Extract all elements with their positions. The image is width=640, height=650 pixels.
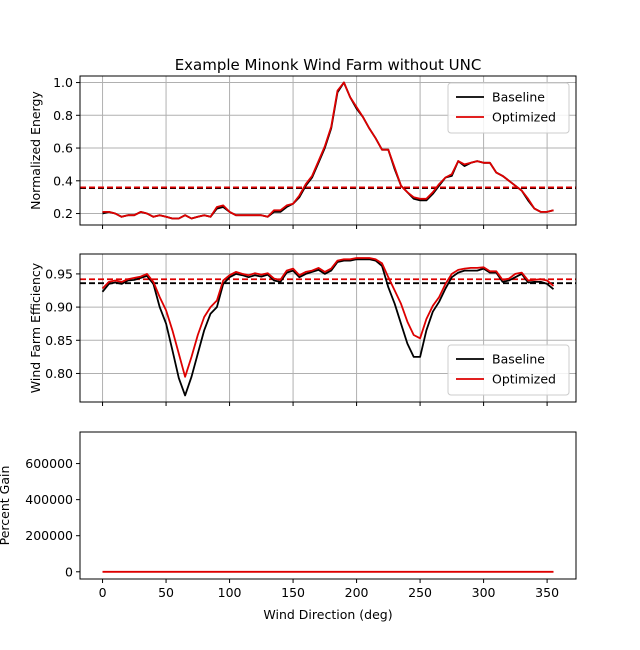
plot-area bbox=[80, 81, 576, 220]
y-tick-label: 0.80 bbox=[45, 366, 73, 381]
y-tick-label: 200000 bbox=[25, 528, 73, 543]
y-tick-label: 0.90 bbox=[45, 300, 73, 315]
y-tick-label: 0.85 bbox=[45, 333, 73, 348]
y-tick-label: 600000 bbox=[25, 456, 73, 471]
legend: Baseline Optimized bbox=[447, 344, 570, 396]
x-tick-label: 300 bbox=[472, 585, 496, 600]
axes-frame bbox=[79, 75, 577, 226]
x-tick-label: 0 bbox=[99, 585, 107, 600]
y-tick-label: 1.0 bbox=[53, 75, 73, 90]
panel-normalized-energy: 0.2 0.4 0.6 0.8 1.0 Normalized Energy Baseline… bbox=[28, 75, 577, 229]
panel-percent-gain: 0 50 100 150 200 250 300 350 0 200000 400000 600000… bbox=[0, 431, 577, 600]
legend-label: Optimized bbox=[492, 110, 556, 125]
chart-title: Example Minonk Wind Farm without UNC bbox=[175, 56, 482, 74]
y-axis-label: Wind Farm Efficiency bbox=[28, 262, 43, 393]
legend: Baseline Optimized bbox=[447, 82, 570, 134]
plot-area bbox=[80, 257, 576, 397]
y-tick-label: 0.4 bbox=[53, 173, 73, 188]
y-axis-label: Percent Gain bbox=[0, 466, 12, 546]
y-tick-label: 0 bbox=[65, 564, 73, 579]
x-tick-label: 250 bbox=[408, 585, 432, 600]
legend-box bbox=[447, 344, 570, 396]
series-line-baseline bbox=[101, 258, 555, 397]
y-tick-label: 0.6 bbox=[53, 141, 73, 156]
legend-label: Baseline bbox=[492, 352, 545, 367]
y-tick-label: 0.2 bbox=[53, 206, 73, 221]
x-axis-label: Wind Direction (deg) bbox=[263, 607, 392, 622]
y-tick-label: 400000 bbox=[25, 492, 73, 507]
x-tick-label: 50 bbox=[158, 585, 174, 600]
x-tick-label: 150 bbox=[281, 585, 305, 600]
legend-label: Baseline bbox=[492, 90, 545, 105]
x-tick-label: 350 bbox=[535, 585, 559, 600]
y-tick-label: 0.95 bbox=[45, 266, 73, 281]
x-tick-label: 100 bbox=[218, 585, 242, 600]
series-line-optimized bbox=[102, 81, 554, 220]
axes-frame bbox=[79, 253, 577, 403]
axes-frame bbox=[79, 431, 577, 580]
x-tick-label: 200 bbox=[345, 585, 369, 600]
y-tick-label: 0.8 bbox=[53, 108, 73, 123]
series-line-optimized bbox=[101, 257, 555, 378]
legend-label: Optimized bbox=[492, 372, 556, 387]
legend-box bbox=[447, 82, 570, 134]
y-axis-label: Normalized Energy bbox=[28, 91, 43, 210]
